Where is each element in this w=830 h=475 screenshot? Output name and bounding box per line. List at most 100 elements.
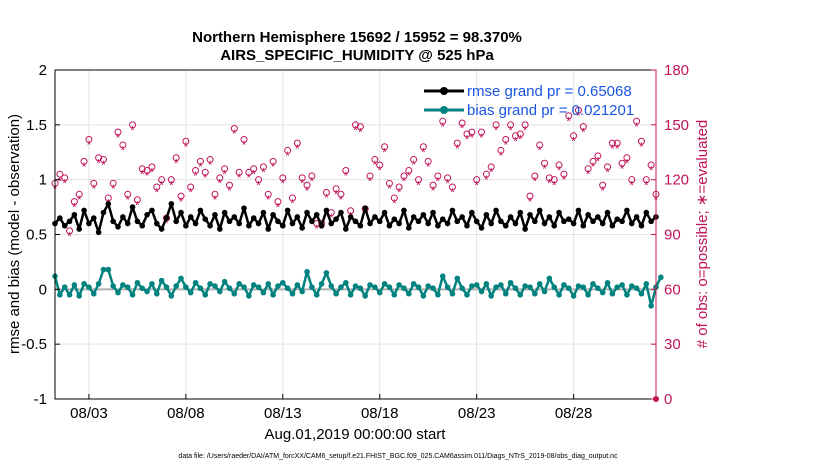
obs-possible-point xyxy=(642,176,650,184)
obs-possible-point xyxy=(80,157,88,165)
bias-point xyxy=(493,284,499,290)
obs-evaluated-point: * xyxy=(377,164,382,178)
obs-evaluated-point: * xyxy=(445,176,450,190)
x-tick-label: 08/03 xyxy=(70,405,108,422)
obs-evaluated-point: * xyxy=(494,123,499,137)
rmse-point xyxy=(178,209,184,216)
bias-point xyxy=(338,284,344,290)
bias-point xyxy=(478,288,485,295)
obs-evaluated-point: * xyxy=(184,140,189,154)
bias-point xyxy=(110,283,116,289)
rmse-point xyxy=(144,211,150,218)
rmse-point xyxy=(124,220,131,227)
obs-possible-point xyxy=(274,198,282,206)
rmse-point xyxy=(590,218,596,225)
bias-point xyxy=(299,288,305,295)
obs-evaluated-point: * xyxy=(363,208,368,222)
obs-possible-point xyxy=(85,135,93,143)
obs-evaluated-point: * xyxy=(479,131,484,145)
left-tick-label: 0 xyxy=(39,281,47,298)
obs-evaluated-point: * xyxy=(125,193,130,207)
bias-point xyxy=(532,290,538,297)
rmse-point xyxy=(76,226,83,232)
rmse-point xyxy=(415,218,422,225)
bias-point xyxy=(454,275,461,282)
obs-evaluated-point: * xyxy=(436,175,441,189)
bias-point xyxy=(260,289,267,296)
bias-point xyxy=(90,290,97,297)
bias-point xyxy=(168,293,175,299)
rmse-point xyxy=(71,211,78,218)
rmse-point xyxy=(585,211,591,218)
obs-possible-point xyxy=(250,165,258,173)
obs-evaluated-point: * xyxy=(581,125,586,139)
obs-possible-point xyxy=(647,161,655,169)
rmse-point xyxy=(66,218,73,225)
bias-point xyxy=(216,288,223,295)
plot-area: * * * * * * * * * * * * * * * * * * * * * * * * * * * * * * * * * * * * * * * *… xyxy=(51,69,664,402)
obs-evaluated-point: * xyxy=(91,182,96,196)
obs-possible-point xyxy=(618,159,626,167)
rmse-point xyxy=(163,215,170,221)
obs-possible-point xyxy=(482,170,490,178)
rmse-point xyxy=(134,218,141,225)
rmse-point xyxy=(323,207,330,214)
obs-evaluated-point: * xyxy=(460,122,465,136)
obs-evaluated-point: * xyxy=(532,175,537,189)
obs-evaluated-point: * xyxy=(489,166,494,180)
bias-point xyxy=(202,292,209,298)
obs-possible-point xyxy=(221,165,229,173)
obs-possible-point xyxy=(400,172,408,180)
rmse-point xyxy=(183,222,189,229)
bias-point xyxy=(391,292,398,298)
obs-possible-point xyxy=(95,154,103,162)
bias-point xyxy=(420,293,427,299)
rmse-point xyxy=(57,215,63,221)
bias-point xyxy=(415,284,422,290)
obs-possible-point xyxy=(366,172,374,180)
obs-evaluated-point: * xyxy=(290,197,295,211)
bias-point xyxy=(430,285,436,292)
obs-possible-point xyxy=(211,190,219,198)
bias-point xyxy=(95,281,102,287)
obs-evaluated-point: * xyxy=(237,171,242,185)
obs-possible-point xyxy=(429,181,437,189)
obs-evaluated-point: * xyxy=(145,169,150,183)
rmse-point xyxy=(561,218,567,225)
obs-evaluated-point: * xyxy=(625,156,630,170)
obs-evaluated-point: * xyxy=(343,169,348,183)
obs-possible-point xyxy=(448,183,456,191)
rmse-series xyxy=(52,200,659,236)
obs-evaluated-point: * xyxy=(77,193,82,207)
rmse-point xyxy=(512,220,519,227)
bias-point xyxy=(100,266,107,273)
obs-possible-point xyxy=(473,176,481,184)
rmse-point xyxy=(507,214,514,220)
rmse-point xyxy=(95,229,102,236)
bias-point xyxy=(124,284,131,290)
bias-point xyxy=(444,284,451,290)
obs-possible-point xyxy=(206,156,214,164)
rmse-point xyxy=(556,209,562,216)
bias-point xyxy=(304,268,310,275)
obs-possible-point xyxy=(371,156,379,164)
obs-evaluated-point: * xyxy=(518,133,523,147)
obs-possible-point xyxy=(395,183,403,191)
obs-possible-point xyxy=(579,123,587,131)
rmse-point xyxy=(153,220,160,227)
obs-evaluated-point: * xyxy=(266,193,271,207)
obs-possible-point xyxy=(279,174,287,182)
bias-point xyxy=(333,290,339,297)
obs-possible-point xyxy=(502,135,510,143)
obs-evaluated-point: * xyxy=(358,125,363,139)
rmse-point xyxy=(265,226,272,232)
rmse-point xyxy=(289,220,296,227)
bias-point xyxy=(352,283,359,289)
bias-point xyxy=(134,279,141,286)
obs-possible-point xyxy=(516,130,524,138)
bias-point xyxy=(585,292,591,298)
rmse-point xyxy=(498,218,504,225)
obs-possible-point xyxy=(439,117,447,125)
obs-evaluated-point: * xyxy=(474,178,479,192)
rmse-point xyxy=(187,214,194,220)
